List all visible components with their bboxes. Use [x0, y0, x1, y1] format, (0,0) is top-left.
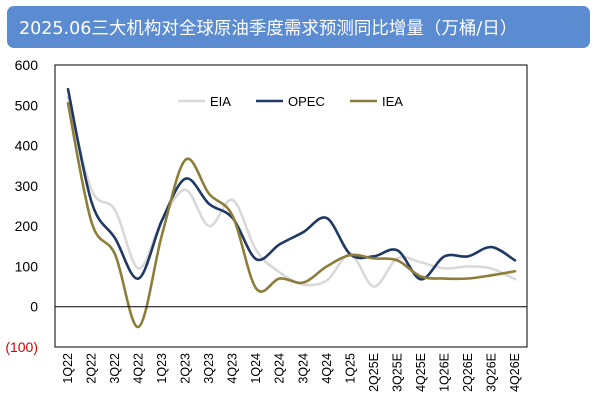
- data-point-iea: [467, 277, 470, 280]
- data-point-iea: [67, 102, 70, 105]
- x-axis: 1Q22 2Q22 3Q22 4Q22 1Q23 2Q23 3Q23 4Q23 1Q24 2Q24…: [61, 353, 522, 392]
- y-tick-label: 400: [15, 138, 39, 154]
- x-tick-label: 1Q23: [155, 353, 169, 384]
- x-tick-label: 4Q22: [132, 353, 146, 384]
- data-point-opec: [67, 88, 70, 91]
- data-point-iea: [349, 254, 352, 257]
- legend: EIA OPEC IEA: [178, 94, 403, 109]
- legend-label-eia: EIA: [210, 94, 231, 109]
- y-tick-label: 600: [15, 57, 39, 73]
- data-point-iea: [231, 215, 234, 218]
- data-point-opec: [514, 259, 517, 262]
- x-tick-label: 1Q22: [61, 353, 75, 384]
- series-line-iea: [66, 101, 517, 329]
- data-point-iea: [184, 158, 187, 161]
- data-point-opec: [137, 277, 140, 280]
- data-point-eia: [231, 199, 234, 202]
- data-point-eia: [208, 225, 211, 228]
- x-tick-label: 3Q26E: [484, 353, 498, 392]
- data-point-opec: [302, 231, 305, 234]
- x-tick-label: 2Q24: [273, 353, 287, 384]
- data-point-iea: [161, 233, 164, 236]
- data-point-opec: [208, 203, 211, 206]
- data-point-iea: [373, 257, 376, 260]
- x-tick-label: 2Q22: [85, 353, 99, 384]
- data-point-eia: [278, 271, 281, 274]
- data-point-opec: [184, 177, 187, 180]
- data-point-eia: [184, 189, 187, 192]
- data-point-opec: [90, 201, 93, 204]
- data-point-opec: [490, 246, 493, 249]
- data-point-eia: [514, 278, 517, 281]
- x-tick-label: 4Q23: [226, 353, 240, 384]
- x-tick-label: 3Q24: [296, 353, 310, 384]
- data-point-iea: [208, 193, 211, 196]
- data-point-eia: [90, 189, 93, 192]
- data-point-iea: [514, 270, 517, 273]
- x-tick-label: 2Q25E: [367, 353, 381, 392]
- data-point-opec: [396, 249, 399, 252]
- data-point-eia: [420, 261, 423, 264]
- x-tick-label: 3Q22: [108, 353, 122, 384]
- y-tick-label: 300: [15, 178, 39, 194]
- data-point-eia: [137, 267, 140, 270]
- data-point-eia: [325, 279, 328, 282]
- data-point-eia: [467, 265, 470, 268]
- x-tick-label: 3Q23: [202, 353, 216, 384]
- y-tick-label: 100: [15, 258, 39, 274]
- x-tick-label: 4Q26E: [508, 353, 522, 392]
- data-point-eia: [443, 267, 446, 270]
- data-point-iea: [420, 275, 423, 278]
- data-point-opec: [467, 255, 470, 258]
- data-point-iea: [396, 259, 399, 262]
- y-tick-label: 500: [15, 97, 39, 113]
- data-point-opec: [420, 278, 423, 281]
- x-tick-label: 1Q25: [343, 353, 357, 384]
- x-tick-label: 1Q24: [249, 353, 263, 384]
- x-tick-label: 2Q26E: [461, 353, 475, 392]
- x-tick-label: 4Q25E: [414, 353, 428, 392]
- y-tick-label: (100): [5, 339, 38, 355]
- data-point-iea: [114, 253, 117, 256]
- legend-label-iea: IEA: [382, 94, 403, 109]
- data-point-opec: [325, 217, 328, 220]
- chart-title-banner: 2025.06三大机构对全球原油季度需求预测同比增量（万桶/日）: [7, 6, 590, 48]
- data-point-opec: [278, 243, 281, 246]
- series-line-opec: [66, 87, 517, 281]
- x-tick-label: 4Q24: [320, 353, 334, 384]
- x-tick-label: 2Q23: [179, 353, 193, 384]
- data-point-iea: [90, 221, 93, 224]
- data-point-iea: [490, 274, 493, 277]
- data-point-iea: [255, 287, 258, 290]
- data-point-eia: [373, 285, 376, 288]
- chart-title: 2025.06三大机构对全球原油季度需求预测同比增量（万桶/日）: [19, 18, 518, 39]
- data-point-iea: [325, 265, 328, 268]
- data-point-iea: [278, 277, 281, 280]
- data-point-iea: [302, 281, 305, 284]
- data-point-opec: [114, 237, 117, 240]
- legend-label-opec: OPEC: [288, 94, 325, 109]
- x-tick-label: 3Q25E: [390, 353, 404, 392]
- series-line-eia: [66, 95, 517, 288]
- plot-area-frame: [54, 64, 528, 348]
- data-point-iea: [443, 277, 446, 280]
- data-point-eia: [255, 249, 258, 252]
- y-axis: (100) 0 100 200 300 400 500 600: [5, 57, 38, 355]
- x-tick-label: 1Q26E: [437, 353, 451, 392]
- data-point-eia: [490, 267, 493, 270]
- data-point-opec: [255, 258, 258, 261]
- data-point-iea: [137, 326, 140, 329]
- y-tick-label: 0: [30, 299, 38, 315]
- data-point-opec: [443, 255, 446, 258]
- y-tick-label: 200: [15, 218, 39, 234]
- data-point-opec: [161, 219, 164, 222]
- data-point-eia: [114, 209, 117, 212]
- series-lines: [66, 87, 517, 329]
